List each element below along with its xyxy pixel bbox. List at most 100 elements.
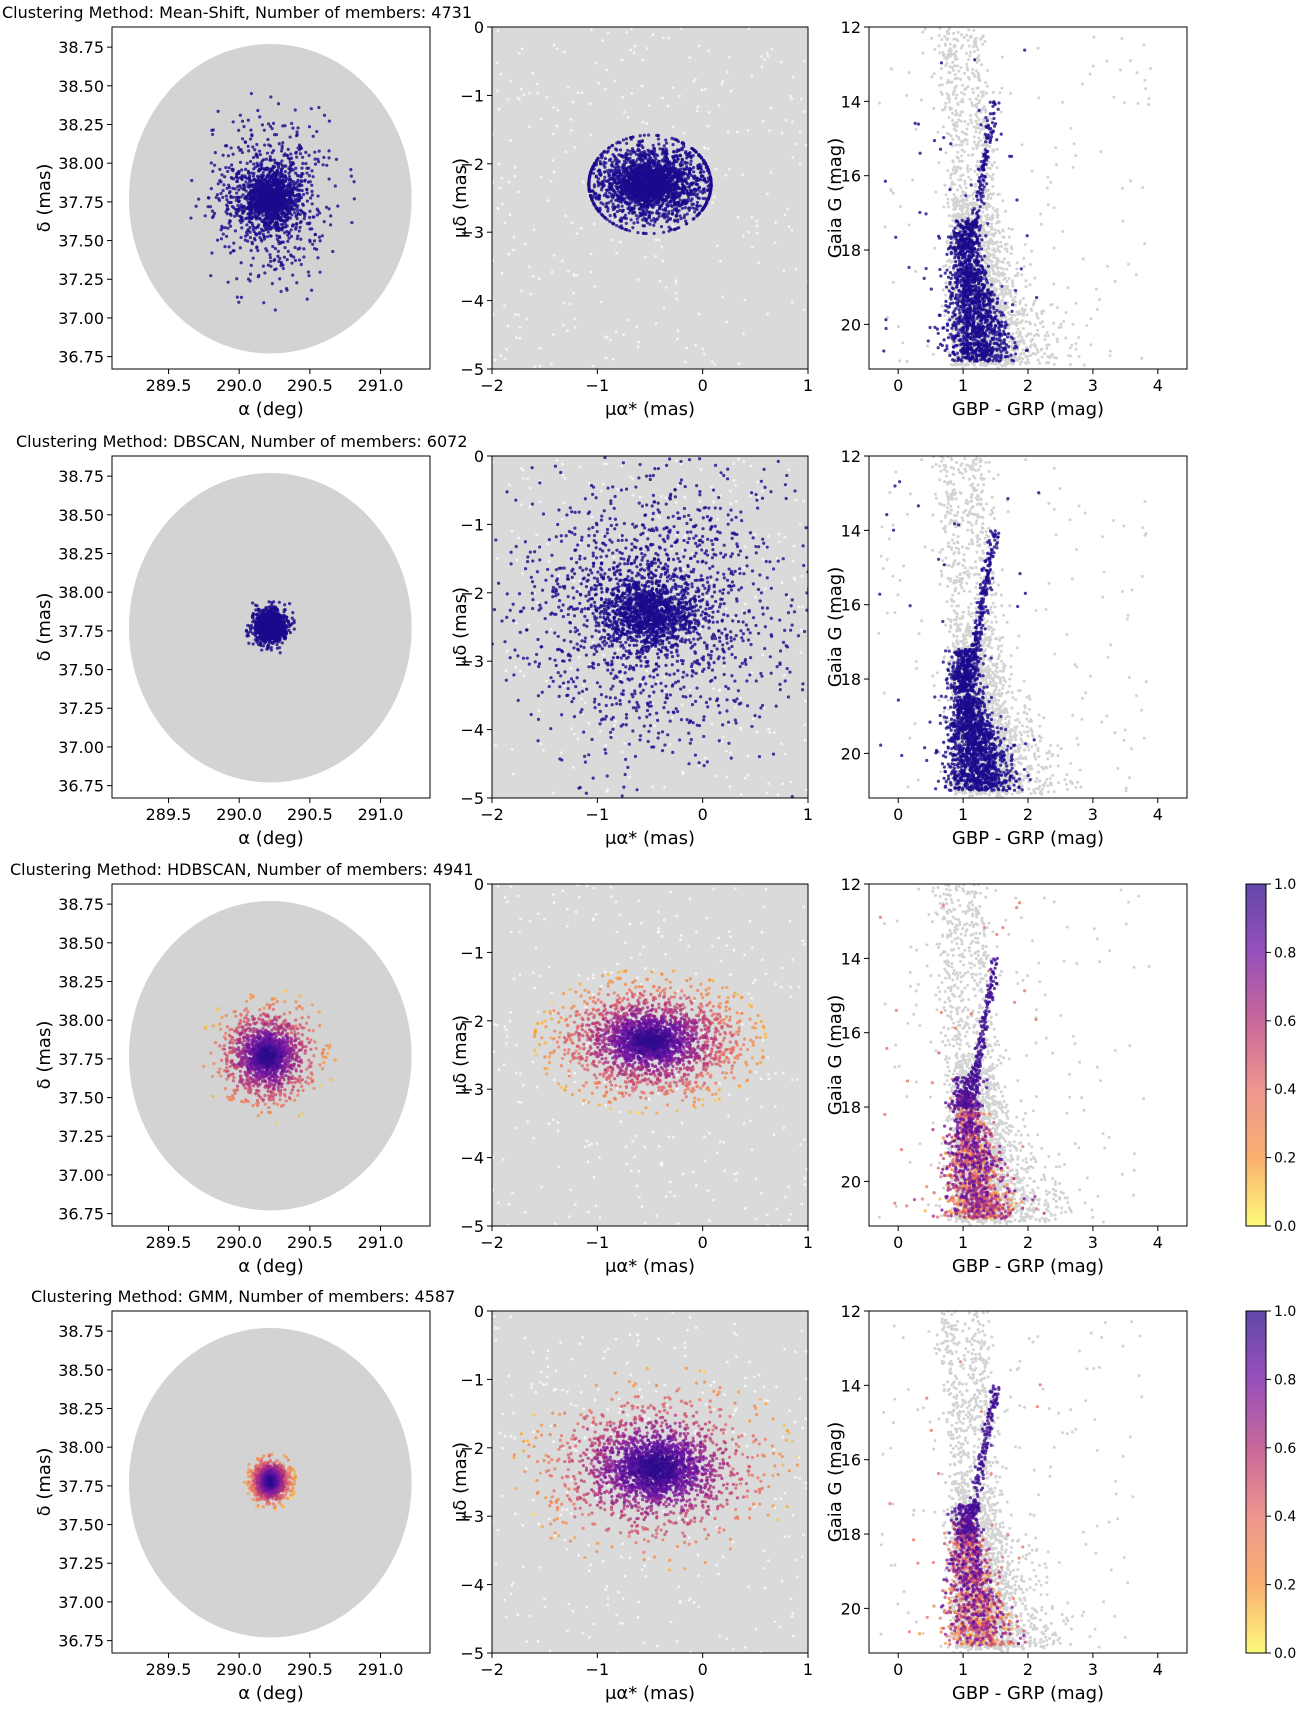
y-tick-label: 37.00 — [58, 309, 104, 328]
member-star — [320, 234, 324, 238]
member-star — [273, 174, 277, 178]
field-gap — [622, 110, 626, 114]
field-star — [952, 269, 956, 273]
member-star — [676, 192, 680, 196]
member-star — [607, 173, 612, 177]
member-star — [275, 177, 280, 182]
member-star — [691, 206, 695, 210]
member-star — [281, 203, 285, 207]
field-gap — [528, 125, 531, 129]
member-star — [663, 153, 667, 157]
member-star — [611, 173, 615, 177]
field-star — [996, 207, 1000, 211]
member-star — [287, 203, 291, 207]
member-star — [628, 166, 632, 171]
member-star — [349, 174, 353, 178]
member-star — [257, 223, 261, 227]
member-star — [645, 181, 649, 185]
member-star — [643, 170, 647, 174]
field-gap — [567, 269, 570, 273]
member-star — [316, 194, 320, 198]
member-star — [685, 212, 689, 216]
member-star — [211, 169, 215, 173]
member-star — [610, 160, 614, 164]
member-star — [254, 233, 258, 237]
member-star — [290, 162, 295, 166]
member-star — [209, 161, 213, 165]
member-star — [594, 160, 598, 165]
member-star — [221, 232, 225, 236]
member-star — [644, 196, 648, 201]
member-star — [670, 204, 674, 209]
member-star — [656, 137, 661, 141]
member-star — [228, 219, 232, 223]
member-star — [270, 151, 274, 155]
member-star — [288, 167, 292, 171]
member-star — [636, 231, 640, 235]
member-star — [676, 226, 680, 230]
member-star — [258, 231, 262, 236]
member-star — [301, 192, 306, 197]
field-gap — [589, 270, 593, 274]
field-gap — [703, 88, 707, 91]
member-star — [261, 174, 265, 178]
member-star — [254, 226, 258, 230]
member-star — [706, 197, 710, 202]
member-star — [693, 174, 697, 178]
member-star — [655, 201, 659, 205]
y-tick-label: −3 — [460, 223, 484, 242]
member-star — [236, 184, 240, 189]
member-star — [703, 204, 707, 208]
member-star — [642, 216, 646, 220]
member-star — [249, 248, 253, 253]
member-star — [317, 149, 321, 153]
member-star — [627, 211, 631, 215]
member-star — [253, 238, 257, 242]
member-star — [286, 249, 290, 254]
member-star — [325, 163, 329, 167]
member-star — [676, 200, 680, 205]
member-star — [627, 207, 631, 211]
member-star — [312, 239, 317, 243]
member-star — [299, 209, 304, 213]
member-star — [299, 195, 304, 200]
member-star — [630, 147, 635, 151]
field-gap — [633, 44, 637, 48]
member-star — [280, 144, 284, 148]
member-star — [706, 188, 710, 192]
member-star — [273, 188, 277, 192]
member-star — [273, 308, 277, 312]
member-star — [247, 184, 252, 188]
member-star — [240, 208, 244, 212]
field-star — [1016, 327, 1020, 331]
field-gap — [496, 207, 500, 211]
member-star — [270, 183, 274, 187]
member-star — [690, 182, 694, 186]
member-star — [250, 171, 254, 175]
member-star — [266, 174, 270, 178]
member-star — [684, 200, 688, 204]
member-star — [655, 217, 659, 221]
field-gap — [552, 43, 556, 47]
field-gap — [556, 108, 560, 112]
member-star — [276, 239, 281, 244]
member-star — [620, 193, 624, 197]
member-star — [290, 206, 294, 210]
field-star — [1021, 357, 1025, 361]
member-star — [607, 191, 612, 195]
member-star — [676, 139, 681, 144]
member-star — [684, 219, 688, 223]
member-star — [631, 163, 635, 167]
field-gap — [608, 338, 612, 342]
field-gap — [726, 70, 729, 74]
member-star — [619, 184, 623, 188]
field-gap — [788, 94, 792, 98]
member-star — [295, 134, 299, 138]
field-star — [1005, 250, 1009, 254]
member-star — [206, 196, 211, 200]
field-gap — [546, 199, 550, 203]
member-star — [240, 177, 244, 182]
member-star — [267, 170, 272, 175]
field-gap — [555, 124, 559, 128]
field-star — [1077, 335, 1081, 339]
